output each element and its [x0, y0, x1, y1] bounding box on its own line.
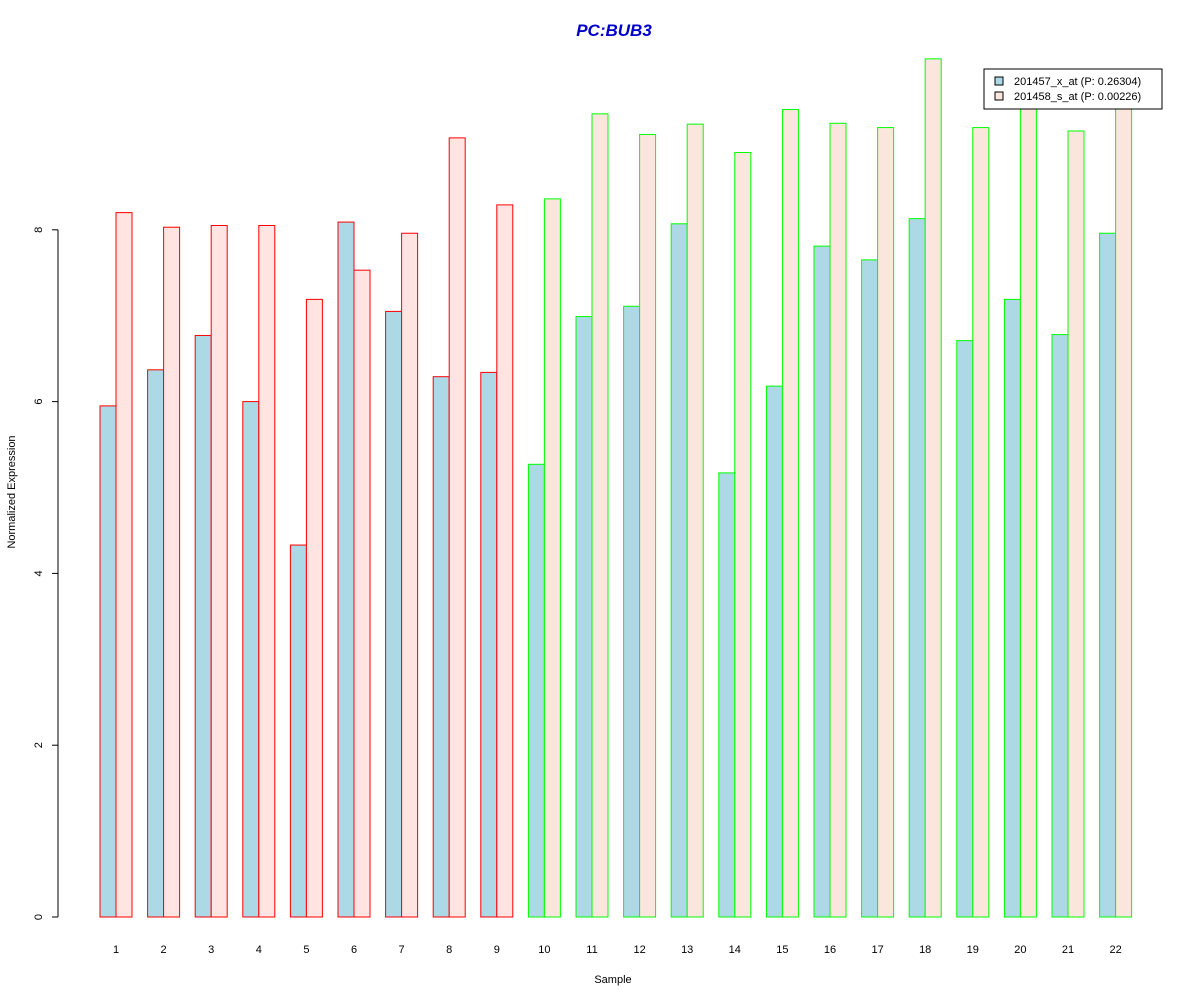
x-tick-label: 8 — [446, 944, 452, 956]
bar-series-1-sample-22 — [1099, 232, 1117, 918]
y-tick-label: 4 — [33, 570, 45, 576]
x-tick-label: 5 — [303, 944, 309, 956]
y-tick-label: 2 — [33, 742, 45, 748]
x-tick-label: 19 — [967, 944, 979, 956]
x-tick-label: 18 — [919, 944, 931, 956]
bar-series-1-sample-14 — [718, 472, 736, 918]
legend-label-series-2: 201458_s_at (P: 0.00226) — [1014, 91, 1141, 103]
bar-series-2-sample-12 — [639, 133, 657, 918]
bar-series-2-sample-15 — [781, 109, 799, 918]
bar-series-1-sample-5 — [289, 544, 307, 918]
bar-series-1-sample-21 — [1051, 334, 1069, 918]
bar-series-2-sample-1 — [115, 212, 133, 918]
x-axis-label: Sample — [594, 974, 631, 986]
bar-series-2-sample-10 — [543, 198, 561, 918]
x-tick-label: 21 — [1062, 944, 1074, 956]
bar-series-2-sample-2 — [163, 226, 181, 918]
x-tick-label: 20 — [1014, 944, 1026, 956]
legend: 201457_x_at (P: 0.26304) 201458_s_at (P:… — [983, 68, 1163, 110]
bar-series-1-sample-17 — [861, 259, 879, 918]
bar-series-1-sample-20 — [1003, 298, 1021, 918]
bar-series-1-sample-1 — [99, 405, 117, 918]
x-tick-label: 17 — [871, 944, 883, 956]
bar-series-2-sample-9 — [496, 204, 514, 918]
x-tick-label: 6 — [351, 944, 357, 956]
y-axis-label: Normalized Expression — [6, 435, 18, 548]
y-tick-label: 0 — [33, 914, 45, 920]
bar-series-2-sample-3 — [210, 225, 228, 918]
y-tick-label: 8 — [33, 227, 45, 233]
bar-series-2-sample-11 — [591, 113, 609, 918]
bar-series-1-sample-12 — [623, 305, 641, 918]
x-tick-label: 10 — [538, 944, 550, 956]
legend-label-series-1: 201457_x_at (P: 0.26304) — [1014, 76, 1141, 88]
bar-series-2-sample-7 — [401, 232, 419, 918]
x-axis-ticks: 1 2 3 4 5 6 7 8 9 10 11 12 13 14 15 16 17 18 19 20 21 22 — [113, 944, 1122, 956]
x-tick-label: 13 — [681, 944, 693, 956]
bar-series-1-sample-16 — [813, 245, 831, 918]
x-tick-label: 16 — [824, 944, 836, 956]
bar-series-1-sample-3 — [194, 334, 212, 918]
x-tick-label: 2 — [161, 944, 167, 956]
x-tick-label: 9 — [494, 944, 500, 956]
bar-series-1-sample-18 — [908, 218, 926, 918]
x-tick-label: 4 — [256, 944, 262, 956]
x-tick-label: 14 — [729, 944, 741, 956]
bar-series-2-sample-17 — [877, 127, 895, 918]
x-tick-label: 1 — [113, 944, 119, 956]
y-axis: 0 2 4 6 8 — [33, 227, 59, 920]
bar-series-2-sample-5 — [305, 298, 323, 918]
bar-series-1-sample-13 — [670, 223, 688, 918]
bar-series-1-sample-9 — [480, 371, 498, 918]
bar-series-1-sample-11 — [575, 316, 593, 918]
bar-series-2-sample-18 — [924, 58, 942, 918]
bar-series-1-sample-6 — [337, 221, 355, 918]
x-tick-label: 7 — [399, 944, 405, 956]
legend-swatch-series-1 — [994, 76, 1004, 86]
y-tick-label: 6 — [33, 399, 45, 405]
bar-series-2-sample-8 — [448, 137, 466, 918]
bar-series-1-sample-10 — [527, 463, 545, 918]
bar-series-1-sample-19 — [956, 340, 974, 918]
legend-box — [983, 68, 1163, 110]
bar-series-1-sample-4 — [242, 401, 260, 918]
x-tick-label: 15 — [776, 944, 788, 956]
bar-series-2-sample-14 — [734, 151, 752, 918]
bar-series-2-sample-21 — [1067, 130, 1085, 918]
bar-series-1-sample-7 — [385, 310, 403, 918]
bar-series-2-sample-22 — [1115, 100, 1133, 918]
chart-title: PC:BUB3 — [576, 21, 652, 40]
x-tick-label: 12 — [633, 944, 645, 956]
bar-series-1-sample-15 — [765, 385, 783, 918]
bar-series-2-sample-19 — [972, 127, 990, 918]
x-tick-label: 11 — [586, 944, 597, 956]
bar-series-2-sample-20 — [1019, 100, 1037, 918]
bar-series-1-sample-8 — [432, 376, 450, 918]
bars-group — [99, 58, 1133, 918]
bar-series-1-sample-2 — [147, 369, 165, 918]
x-tick-label: 22 — [1109, 944, 1121, 956]
bar-series-2-sample-13 — [686, 123, 704, 918]
x-tick-label: 3 — [208, 944, 214, 956]
bar-series-2-sample-4 — [258, 225, 276, 918]
bar-series-2-sample-16 — [829, 122, 847, 918]
legend-swatch-series-2 — [994, 91, 1004, 101]
bar-series-2-sample-6 — [353, 269, 371, 918]
